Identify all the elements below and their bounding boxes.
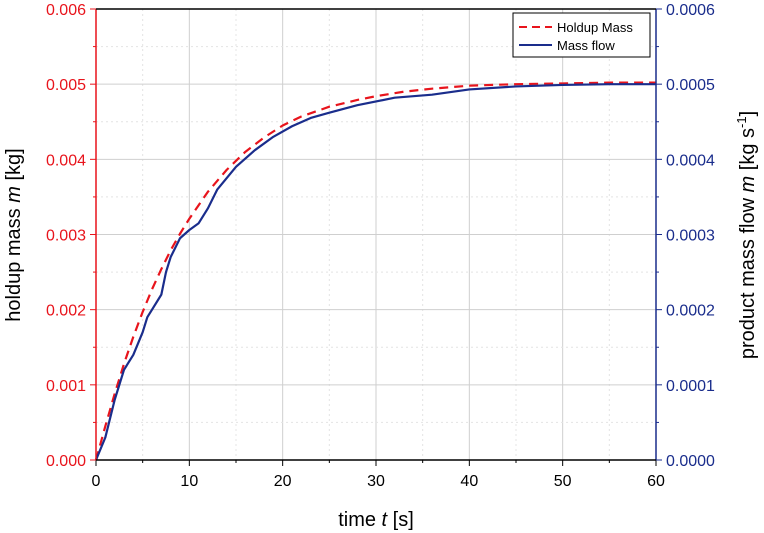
x-tick-label: 50 (554, 473, 572, 490)
legend-box (512, 12, 651, 58)
y-right-tick-label: 0.0003 (666, 228, 715, 245)
y-right-axis-title: product mass flow m [kg s-1] (734, 111, 759, 359)
y-left-tick-label: 0.000 (46, 453, 86, 470)
legend-label-holdup-mass: Holdup Mass (557, 20, 633, 35)
y-left-tick-label: 0.001 (46, 378, 86, 395)
y-right-tick-label: 0.0002 (666, 303, 715, 320)
tick-labels: 0 10 20 30 40 50 60 0.000 0.001 0.002 0.003 0.004 0.… (46, 2, 715, 490)
legend: Holdup Mass Mass flow (512, 12, 651, 58)
y-right-tick-label: 0.0000 (666, 453, 715, 470)
y-left-tick-label: 0.004 (46, 152, 86, 169)
y-right-tick-label: 0.0006 (666, 2, 715, 19)
series-line-holdup-mass (94, 81, 656, 461)
y-left-tick-label: 0.002 (46, 303, 86, 320)
y-left-axis-title: holdup mass m [kg] (3, 148, 25, 321)
y-left-tick-label: 0.005 (46, 77, 86, 94)
x-tick-label: 30 (367, 473, 385, 490)
series-line-mass-flow (94, 83, 656, 461)
y-right-tick-label: 0.0001 (666, 378, 715, 395)
x-axis-title: time t [s] (338, 509, 414, 531)
series-layer (94, 81, 656, 461)
y-left-tick-label: 0.006 (46, 2, 86, 19)
x-tick-label: 10 (180, 473, 198, 490)
x-tick-label: 60 (647, 473, 665, 490)
x-tick-label: 20 (274, 473, 292, 490)
axes (90, 8, 662, 466)
y-left-tick-label: 0.003 (46, 228, 86, 245)
legend-label-mass-flow: Mass flow (557, 38, 615, 53)
x-tick-label: 40 (460, 473, 478, 490)
y-right-tick-label: 0.0005 (666, 77, 715, 94)
x-tick-label: 0 (92, 473, 101, 490)
y-right-tick-label: 0.0004 (666, 152, 715, 169)
